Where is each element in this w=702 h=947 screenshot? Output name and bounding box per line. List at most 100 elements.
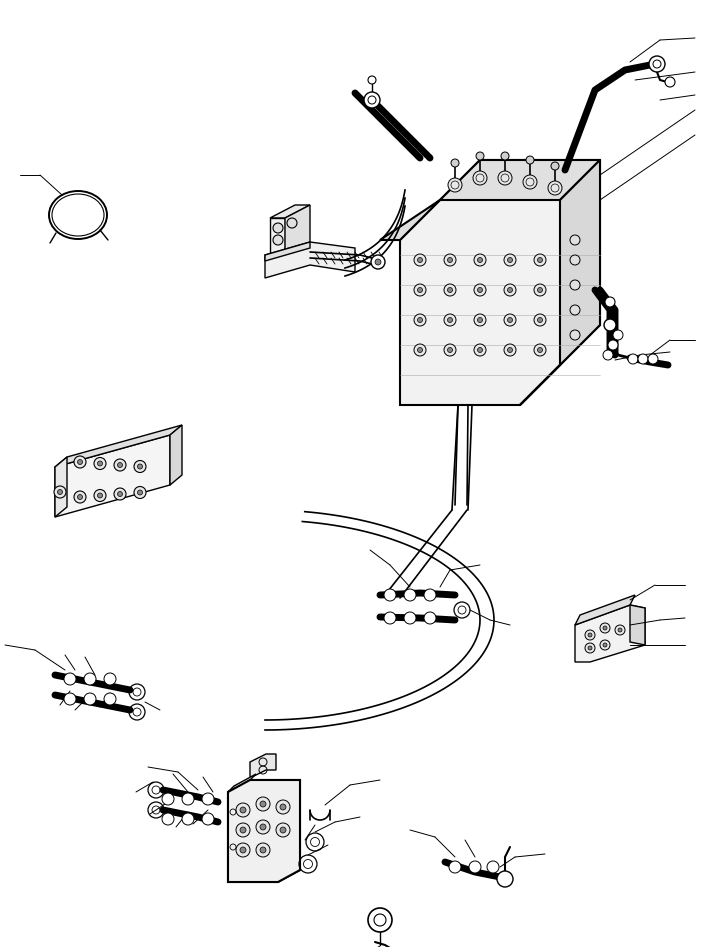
Circle shape	[618, 628, 622, 632]
Circle shape	[114, 488, 126, 500]
Circle shape	[588, 646, 592, 650]
Polygon shape	[270, 218, 285, 260]
Circle shape	[236, 823, 250, 837]
Circle shape	[605, 297, 615, 307]
Circle shape	[280, 804, 286, 810]
Polygon shape	[55, 457, 67, 517]
Circle shape	[104, 693, 116, 705]
Circle shape	[538, 317, 543, 323]
Circle shape	[84, 693, 96, 705]
Circle shape	[473, 171, 487, 185]
Circle shape	[451, 159, 459, 167]
Circle shape	[98, 493, 102, 498]
Circle shape	[538, 348, 543, 352]
Circle shape	[444, 284, 456, 296]
Circle shape	[588, 633, 592, 637]
Circle shape	[94, 457, 106, 470]
Circle shape	[74, 456, 86, 468]
Circle shape	[64, 673, 76, 685]
Circle shape	[504, 284, 516, 296]
Polygon shape	[250, 754, 276, 778]
Circle shape	[570, 305, 580, 315]
Polygon shape	[55, 435, 170, 517]
Circle shape	[364, 92, 380, 108]
Circle shape	[508, 348, 512, 352]
Circle shape	[534, 344, 546, 356]
Circle shape	[276, 800, 290, 814]
Circle shape	[628, 354, 638, 364]
Circle shape	[665, 77, 675, 87]
Circle shape	[600, 623, 610, 633]
Circle shape	[508, 288, 512, 293]
Circle shape	[551, 162, 559, 170]
Circle shape	[260, 801, 266, 807]
Circle shape	[548, 181, 562, 195]
Circle shape	[202, 813, 214, 825]
Circle shape	[256, 820, 270, 834]
Circle shape	[498, 171, 512, 185]
Circle shape	[104, 673, 116, 685]
Circle shape	[276, 823, 290, 837]
Circle shape	[477, 317, 482, 323]
Circle shape	[114, 459, 126, 471]
Circle shape	[375, 259, 381, 265]
Circle shape	[414, 254, 426, 266]
Circle shape	[240, 807, 246, 813]
Polygon shape	[55, 425, 182, 467]
Circle shape	[414, 344, 426, 356]
Circle shape	[474, 314, 486, 326]
Circle shape	[182, 813, 194, 825]
Circle shape	[418, 288, 423, 293]
Circle shape	[570, 235, 580, 245]
Circle shape	[570, 280, 580, 290]
Polygon shape	[630, 605, 645, 645]
Polygon shape	[400, 160, 600, 405]
Circle shape	[444, 254, 456, 266]
Circle shape	[418, 348, 423, 352]
Circle shape	[256, 843, 270, 857]
Circle shape	[508, 258, 512, 262]
Circle shape	[523, 175, 537, 189]
Circle shape	[477, 348, 482, 352]
Circle shape	[404, 589, 416, 601]
Circle shape	[202, 793, 214, 805]
Circle shape	[613, 330, 623, 340]
Circle shape	[534, 284, 546, 296]
Circle shape	[418, 258, 423, 262]
Circle shape	[287, 218, 297, 228]
Polygon shape	[228, 774, 256, 792]
Circle shape	[256, 797, 270, 811]
Polygon shape	[380, 160, 600, 240]
Circle shape	[240, 827, 246, 833]
Circle shape	[534, 314, 546, 326]
Circle shape	[134, 487, 146, 498]
Circle shape	[477, 258, 482, 262]
Circle shape	[474, 284, 486, 296]
Circle shape	[74, 491, 86, 503]
Circle shape	[649, 56, 665, 72]
Circle shape	[447, 348, 453, 352]
Circle shape	[534, 254, 546, 266]
Circle shape	[134, 460, 146, 473]
Circle shape	[501, 152, 509, 160]
Circle shape	[273, 235, 283, 245]
Circle shape	[497, 871, 513, 887]
Circle shape	[58, 490, 62, 494]
Circle shape	[603, 350, 613, 360]
Circle shape	[570, 330, 580, 340]
Circle shape	[447, 288, 453, 293]
Circle shape	[368, 76, 376, 84]
Circle shape	[538, 288, 543, 293]
Circle shape	[162, 793, 174, 805]
Circle shape	[414, 314, 426, 326]
Circle shape	[384, 589, 396, 601]
Circle shape	[77, 494, 83, 499]
Circle shape	[138, 490, 143, 495]
Circle shape	[615, 625, 625, 635]
Circle shape	[487, 861, 499, 873]
Circle shape	[585, 630, 595, 640]
Polygon shape	[228, 780, 300, 882]
Circle shape	[604, 319, 616, 331]
Circle shape	[418, 317, 423, 323]
Circle shape	[444, 314, 456, 326]
